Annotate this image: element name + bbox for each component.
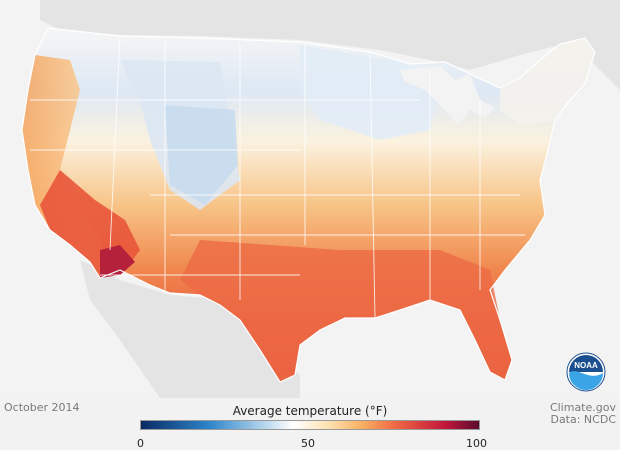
logo-text: NOAA <box>574 361 598 370</box>
legend-tick-mid: 50 <box>301 437 315 450</box>
colorado-cool-area <box>165 105 238 205</box>
credit-data-source: Data: NCDC <box>550 413 616 426</box>
legend-tick-min: 0 <box>137 437 144 450</box>
mexico-land <box>80 260 300 398</box>
great-lakes <box>400 66 495 125</box>
canada-land <box>40 0 620 90</box>
map-date-caption: October 2014 <box>4 401 80 414</box>
temperature-map <box>21 0 620 398</box>
map-panel: NOAA <box>21 0 620 398</box>
legend-title: Average temperature (°F) <box>232 404 388 418</box>
upper-midwest-region <box>300 45 440 140</box>
state-borders <box>30 35 525 319</box>
credit-site: Climate.gov <box>549 401 616 414</box>
legend-color-bar <box>140 420 480 430</box>
arizona-peak <box>100 245 135 278</box>
us-outline <box>21 27 596 383</box>
gulf-region <box>180 240 512 382</box>
legend-tick-max: 100 <box>466 437 487 450</box>
noaa-logo: NOAA <box>566 352 606 392</box>
northeast-region <box>500 38 595 125</box>
